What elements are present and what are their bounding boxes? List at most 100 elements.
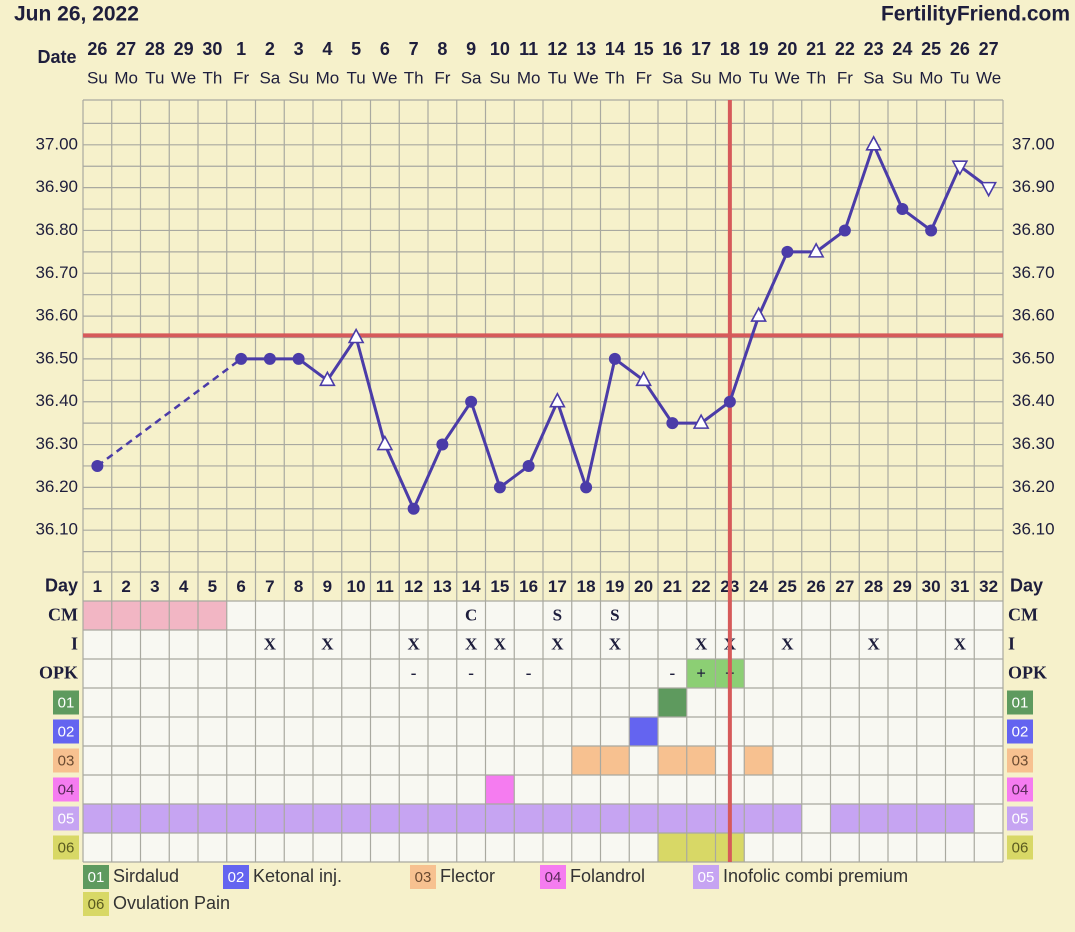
- cell-text: -: [411, 663, 417, 682]
- medication-cell: [744, 746, 773, 775]
- medication-cell: [859, 804, 888, 833]
- medication-code-right-box: [1007, 835, 1033, 860]
- temperature-point: [666, 417, 679, 430]
- date-label: 18: [720, 39, 740, 59]
- medication-cell: [284, 804, 313, 833]
- legend-code: 01: [88, 869, 105, 886]
- medication-code: 06: [58, 839, 75, 856]
- cell-text: -: [468, 663, 474, 682]
- date-label: 28: [145, 39, 165, 59]
- legend-code-box: [223, 865, 249, 889]
- temperature-point: [436, 438, 449, 451]
- weekday-label: Tu: [347, 68, 366, 87]
- medication-code-right: 06: [1012, 839, 1029, 856]
- day-number: 10: [347, 577, 366, 596]
- medication-cell: [456, 804, 486, 833]
- date-label: 2: [265, 39, 275, 59]
- y-tick-label-right: 37.00: [1012, 134, 1055, 153]
- opk-positive-cell: [686, 659, 716, 688]
- date-label: 5: [351, 39, 361, 59]
- row-label: OPK: [39, 663, 78, 683]
- y-tick-label-right: 36.60: [1012, 306, 1055, 325]
- period-cell: [83, 601, 112, 630]
- date-label: Date: [37, 47, 76, 67]
- cell-text: X: [781, 634, 794, 653]
- medication-cell: [485, 804, 515, 833]
- temperature-point: [925, 224, 938, 237]
- weekday-label: Fr: [636, 68, 652, 87]
- weekday-label: Th: [605, 68, 625, 87]
- medication-cell: [773, 804, 802, 833]
- medication-cell: [830, 804, 860, 833]
- date-label: 4: [322, 39, 332, 59]
- y-tick-label: 36.60: [35, 306, 78, 325]
- period-cell: [140, 601, 170, 630]
- day-label-right: Day: [1010, 575, 1043, 595]
- medication-cell: [658, 746, 687, 775]
- date-label: 25: [921, 39, 941, 59]
- medication-cell: [226, 804, 256, 833]
- weekday-label: Tu: [548, 68, 567, 87]
- temperature-point: [723, 395, 736, 408]
- day-number: 11: [376, 577, 394, 596]
- date-label: 13: [576, 39, 596, 59]
- date-label: 3: [294, 39, 304, 59]
- temperature-point: [493, 481, 506, 494]
- date-label: 26: [950, 39, 970, 59]
- medication-cell: [888, 804, 917, 833]
- day-number: 9: [323, 577, 332, 596]
- weekday-label: Su: [892, 68, 913, 87]
- medication-cell: [686, 746, 716, 775]
- temperature-point: [750, 306, 767, 322]
- medication-cell: [140, 804, 170, 833]
- day-number: 4: [179, 577, 189, 596]
- period-cell: [169, 601, 198, 630]
- temperature-point: [263, 352, 276, 365]
- medication-cell: [83, 804, 112, 833]
- day-number: 1: [93, 577, 102, 596]
- cell-text: -: [526, 663, 532, 682]
- medication-cell: [198, 804, 227, 833]
- cell-text: X: [407, 634, 420, 653]
- legend-code: 03: [415, 869, 432, 886]
- day-number: 21: [663, 577, 682, 596]
- y-tick-label: 37.00: [35, 134, 78, 153]
- medication-cell: [600, 804, 630, 833]
- row-label-right: CM: [1008, 605, 1038, 625]
- date-label: 9: [466, 39, 476, 59]
- weekday-label: Su: [288, 68, 309, 87]
- weekday-label: Fr: [837, 68, 853, 87]
- temperature-point: [692, 413, 710, 429]
- cell-text: +: [696, 663, 706, 682]
- date-label: 15: [634, 39, 654, 59]
- temperature-point: [407, 502, 420, 515]
- date-label: 7: [409, 39, 419, 59]
- weekday-label: We: [171, 68, 196, 87]
- row-label-right: I: [1008, 634, 1015, 654]
- day-number: 29: [893, 577, 912, 596]
- medication-cell: [399, 804, 428, 833]
- medication-code-right-box: [1007, 748, 1033, 773]
- legend-code: 02: [228, 869, 245, 886]
- legend-name: Flector: [440, 866, 495, 886]
- date-label: 30: [202, 39, 222, 59]
- temperature-point: [980, 181, 997, 198]
- date-label: 23: [864, 39, 884, 59]
- medication-code-box: [53, 835, 79, 860]
- date-label: 10: [490, 39, 510, 59]
- y-tick-label-right: 36.90: [1012, 177, 1055, 196]
- date-label: 14: [605, 39, 625, 59]
- temperature-point: [235, 352, 248, 365]
- day-number: 19: [605, 577, 624, 596]
- temperature-point: [522, 459, 535, 472]
- temperature-point: [865, 135, 882, 151]
- cell-text: X: [867, 634, 880, 653]
- cell-text: S: [610, 605, 619, 624]
- legend-code-box: [83, 892, 109, 916]
- cell-text: S: [553, 605, 562, 624]
- medication-cell: [686, 804, 716, 833]
- date-label: 24: [892, 39, 912, 59]
- medication-code: 02: [58, 723, 75, 740]
